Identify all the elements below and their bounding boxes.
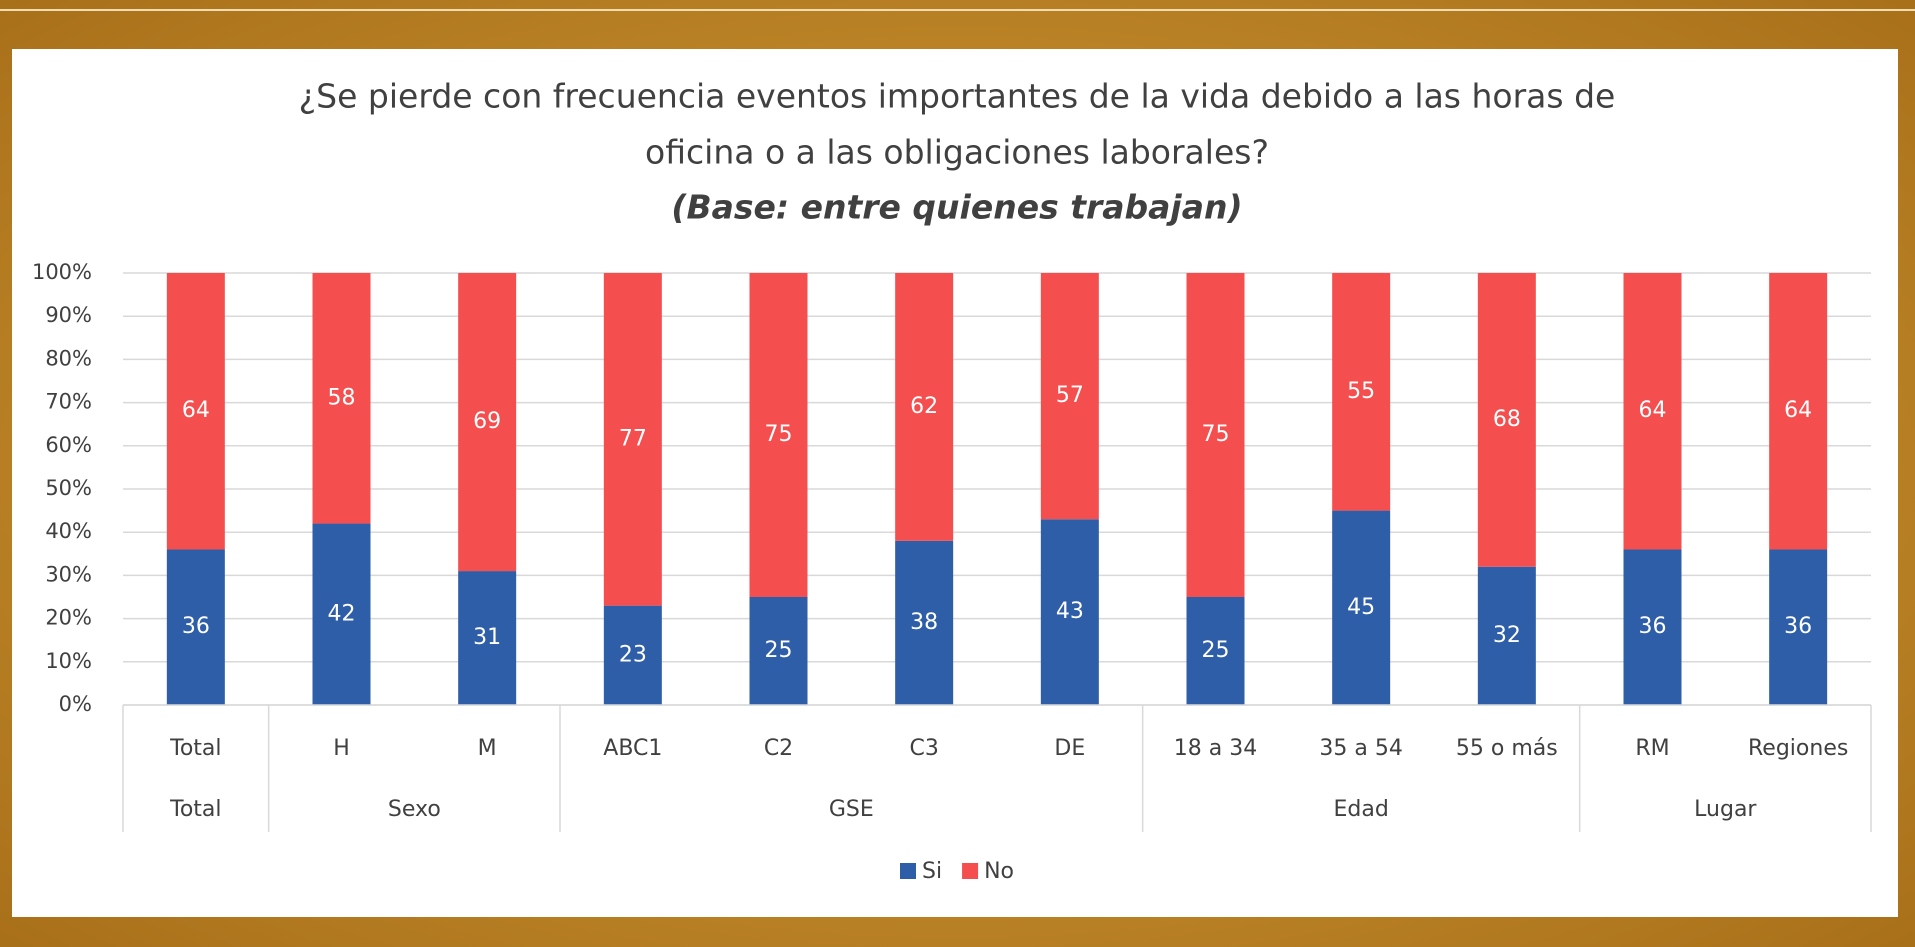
x-tick-label: ABC1 [603, 736, 662, 761]
data-label: 36 [182, 614, 210, 639]
y-tick-label: 100% [32, 260, 92, 284]
data-label: 36 [1639, 614, 1667, 639]
bar-segment [1477, 566, 1536, 705]
bar-segment [603, 605, 662, 705]
data-label: 75 [765, 422, 793, 447]
bar-segment [1040, 273, 1099, 520]
data-label: 69 [473, 409, 501, 434]
y-tick-label: 30% [45, 562, 92, 586]
bar-segment [458, 273, 517, 572]
data-label: 77 [619, 426, 647, 451]
bar-segment [312, 523, 371, 705]
legend-swatch [900, 863, 916, 879]
legend-swatch [962, 863, 979, 879]
x-tick-label: C3 [909, 736, 938, 761]
x-tick-label: H [333, 736, 350, 761]
data-label: 57 [1056, 383, 1084, 408]
bar-segment [1477, 273, 1536, 567]
bar-segment [1186, 273, 1245, 597]
y-tick-label: 50% [45, 476, 92, 500]
group-label: Total [169, 797, 221, 822]
bar-segment [1623, 273, 1682, 550]
bar-segment [749, 597, 808, 705]
data-label: 75 [1202, 422, 1230, 447]
x-tick-label: Total [169, 736, 221, 761]
data-label: 55 [1347, 379, 1375, 404]
y-tick-label: 60% [45, 433, 92, 457]
data-label: 25 [765, 638, 793, 663]
bar-segment [1186, 597, 1245, 705]
x-tick-label: RM [1635, 736, 1669, 761]
bar-segment [1623, 549, 1682, 705]
x-tick-label: C2 [764, 736, 793, 761]
bar-segment [1769, 549, 1828, 705]
x-tick-label: 18 a 34 [1174, 736, 1257, 761]
bar-segment [1040, 519, 1099, 705]
bar-segment [895, 273, 954, 541]
legend-label: No [984, 859, 1014, 884]
data-label: 62 [910, 394, 938, 419]
y-tick-label: 10% [45, 649, 92, 673]
bar-segment [458, 571, 517, 705]
chart-title: ¿Se pierde con frecuencia eventos import… [299, 77, 1616, 116]
y-tick-label: 20% [45, 606, 92, 630]
data-label: 43 [1056, 599, 1084, 624]
data-label: 23 [619, 642, 647, 667]
group-label: GSE [829, 797, 874, 822]
data-label: 25 [1202, 638, 1230, 663]
x-tick-label: DE [1054, 736, 1085, 761]
legend-label: Si [922, 859, 942, 884]
bar-segment [749, 273, 808, 597]
bar-segment [1769, 273, 1828, 550]
chart-title: oficina o a las obligaciones laborales? [645, 133, 1269, 172]
group-label: Edad [1334, 797, 1389, 822]
data-label: 32 [1493, 623, 1521, 648]
bar-segment [166, 549, 225, 705]
bar-segment [895, 540, 954, 705]
data-label: 64 [182, 398, 210, 423]
x-tick-label: Regiones [1748, 736, 1848, 761]
group-label: Sexo [388, 797, 441, 822]
data-label: 42 [328, 601, 356, 626]
y-tick-label: 40% [45, 519, 92, 543]
data-label: 68 [1493, 407, 1521, 432]
bar-segment [166, 273, 225, 550]
y-tick-label: 70% [45, 390, 92, 414]
bar-segment [1332, 273, 1391, 511]
chart-subtitle: (Base: entre quienes trabajan) [671, 188, 1242, 227]
x-tick-label: 35 a 54 [1319, 736, 1402, 761]
group-label: Lugar [1694, 797, 1757, 822]
data-label: 38 [910, 610, 938, 635]
data-label: 36 [1784, 614, 1812, 639]
panel [12, 49, 1898, 917]
x-tick-label: M [478, 736, 497, 761]
y-tick-label: 0% [59, 692, 92, 716]
data-label: 31 [473, 625, 501, 650]
data-label: 64 [1639, 398, 1667, 423]
data-label: 64 [1784, 398, 1812, 423]
bar-segment [1332, 510, 1391, 705]
x-tick-label: 55 o más [1456, 736, 1558, 761]
data-label: 58 [328, 385, 356, 410]
data-label: 45 [1347, 595, 1375, 620]
bar-segment [312, 273, 371, 524]
y-tick-label: 80% [45, 346, 92, 370]
y-tick-label: 90% [45, 303, 92, 327]
bar-segment [603, 273, 662, 606]
